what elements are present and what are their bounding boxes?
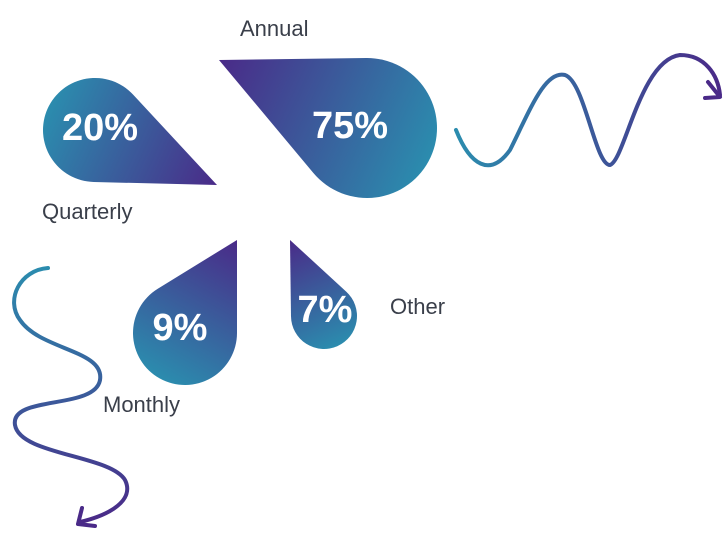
category-label: Annual: [240, 16, 309, 41]
category-label: Monthly: [103, 392, 180, 417]
arrow-head: [76, 506, 97, 528]
value-label: 20%: [62, 107, 138, 149]
teardrop: [43, 78, 218, 185]
value-label: 7%: [298, 289, 353, 331]
decorative-squiggle: [12, 266, 130, 524]
decorative-squiggle: [454, 52, 722, 168]
value-label: 75%: [312, 105, 388, 147]
category-label: Other: [390, 294, 445, 319]
value-label: 9%: [153, 307, 208, 349]
teardrop: [219, 58, 438, 198]
teardrop: [133, 240, 237, 385]
arrow-head: [703, 80, 722, 100]
category-label: Quarterly: [42, 199, 132, 224]
teardrop: [290, 240, 357, 349]
